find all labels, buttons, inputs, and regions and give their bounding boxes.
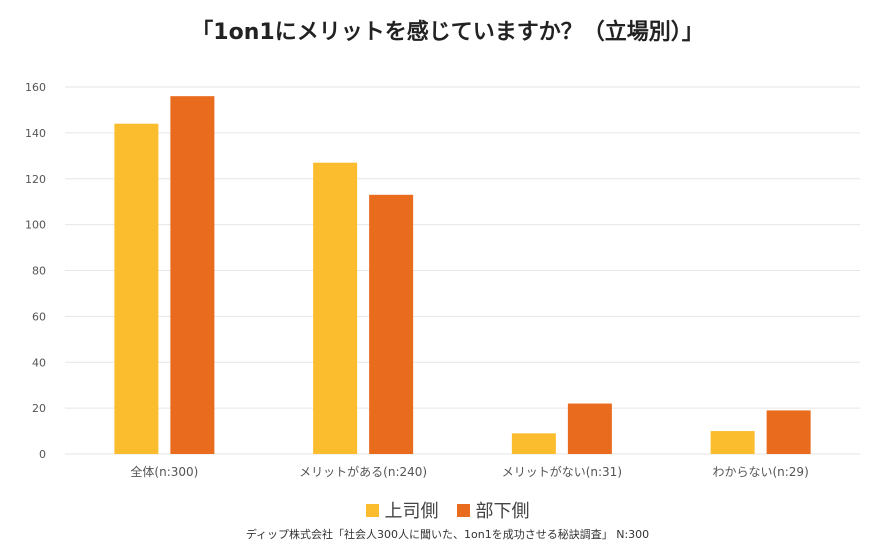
legend-label-subordinate: 部下側 <box>475 501 530 522</box>
y-tick-label: 160 <box>25 81 46 94</box>
bar-boss <box>710 431 755 454</box>
legend-item-subordinate: 部下側 <box>456 497 530 523</box>
legend-swatch-subordinate <box>456 503 470 517</box>
y-tick-label: 140 <box>25 127 46 140</box>
legend: 上司側 部下側 <box>0 497 895 523</box>
y-tick-label: 120 <box>25 173 46 186</box>
bar-subordinate <box>567 403 612 454</box>
bar-boss <box>313 162 358 454</box>
x-tick-label: わからない(n:29) <box>712 465 808 479</box>
bar-subordinate <box>170 96 215 455</box>
y-tick-label: 100 <box>25 219 46 232</box>
y-tick-label: 0 <box>39 448 46 461</box>
y-tick-label: 80 <box>32 265 46 278</box>
legend-item-boss: 上司側 <box>365 497 439 523</box>
bar-boss <box>114 123 159 454</box>
x-tick-label: 全体(n:300) <box>130 464 198 479</box>
y-axis-ticks: 0 20 40 60 80 100 120 140 160 <box>25 81 46 461</box>
chart-title: 「1on1にメリットを感じていますか？（立場別）」 <box>191 20 704 45</box>
bars <box>114 96 811 455</box>
legend-label-boss: 上司側 <box>384 501 439 522</box>
x-axis-ticks: 全体(n:300) メリットがある(n:240) メリットがない(n:31) わからな… <box>130 464 808 479</box>
source-note: ディップ株式会社「社会人300人に聞いた、1on1を成功させる秘訣調査」 N:3… <box>245 528 650 541</box>
bar-boss <box>511 433 556 454</box>
y-tick-label: 60 <box>32 310 46 323</box>
x-tick-label: メリットがない(n:31) <box>502 464 622 479</box>
legend-swatch-boss <box>365 503 379 517</box>
x-tick-label: メリットがある(n:240) <box>299 464 427 479</box>
bar-subordinate <box>766 410 811 454</box>
bar-subordinate <box>369 194 414 454</box>
y-tick-label: 40 <box>32 356 46 369</box>
y-tick-label: 20 <box>32 402 46 415</box>
